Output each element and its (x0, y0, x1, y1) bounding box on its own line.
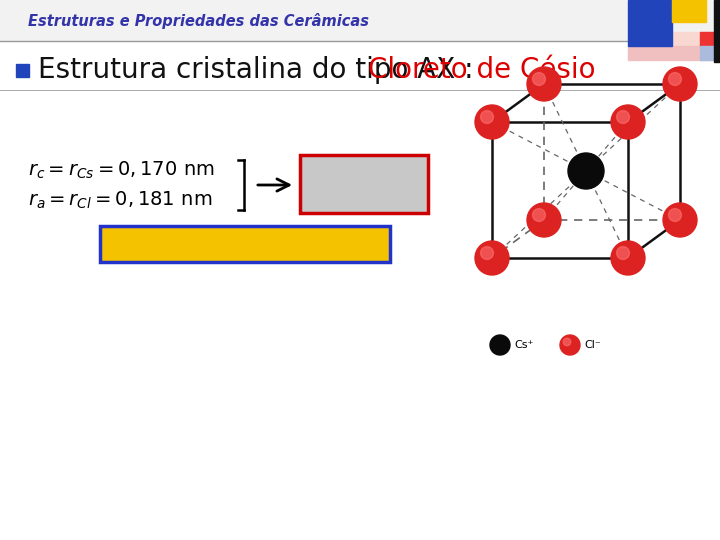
Circle shape (527, 203, 561, 237)
Bar (628, 32, 672, 46)
Circle shape (663, 67, 697, 101)
Circle shape (669, 72, 681, 85)
Bar (16, 64, 29, 77)
Circle shape (669, 208, 681, 221)
Bar (700, 32, 720, 46)
Circle shape (663, 203, 697, 237)
FancyBboxPatch shape (300, 155, 428, 213)
Text: Estrutura cristalina do tipo AX :: Estrutura cristalina do tipo AX : (38, 56, 482, 84)
Circle shape (611, 105, 645, 139)
Circle shape (480, 247, 493, 259)
Text: Testando as translações: CS: Testando as translações: CS (114, 235, 376, 253)
Bar (0, 0, 720, 40)
Circle shape (560, 335, 580, 355)
Text: Cloreto de Césio: Cloreto de Césio (368, 56, 595, 84)
Bar (672, 32, 720, 46)
FancyBboxPatch shape (100, 226, 390, 262)
Circle shape (533, 208, 546, 221)
Text: rc/ra = 0,94: rc/ra = 0,94 (310, 165, 418, 183)
Circle shape (568, 153, 604, 189)
Circle shape (611, 241, 645, 275)
Bar (628, 46, 720, 60)
Circle shape (527, 67, 561, 101)
Circle shape (475, 105, 509, 139)
Circle shape (616, 247, 629, 259)
Text: Estruturas e Propriedades das Cerâmicas: Estruturas e Propriedades das Cerâmicas (28, 13, 369, 29)
Text: Cl⁻: Cl⁻ (584, 340, 600, 350)
Circle shape (490, 335, 510, 355)
Bar (672, 0, 706, 22)
Bar (628, 0, 672, 32)
Circle shape (563, 338, 571, 346)
Circle shape (533, 72, 546, 85)
Text: $r_c = r_{Cs} = 0,170\ \mathrm{nm}$: $r_c = r_{Cs} = 0,170\ \mathrm{nm}$ (28, 159, 215, 181)
Bar (714, 0, 720, 62)
Text: NC = 8: NC = 8 (332, 187, 396, 205)
Bar (700, 46, 720, 60)
Circle shape (475, 241, 509, 275)
Circle shape (480, 111, 493, 124)
Circle shape (616, 111, 629, 124)
Text: $r_a = r_{Cl} = 0,181\ \mathrm{nm}$: $r_a = r_{Cl} = 0,181\ \mathrm{nm}$ (28, 190, 212, 211)
Text: Cs⁺: Cs⁺ (514, 340, 534, 350)
